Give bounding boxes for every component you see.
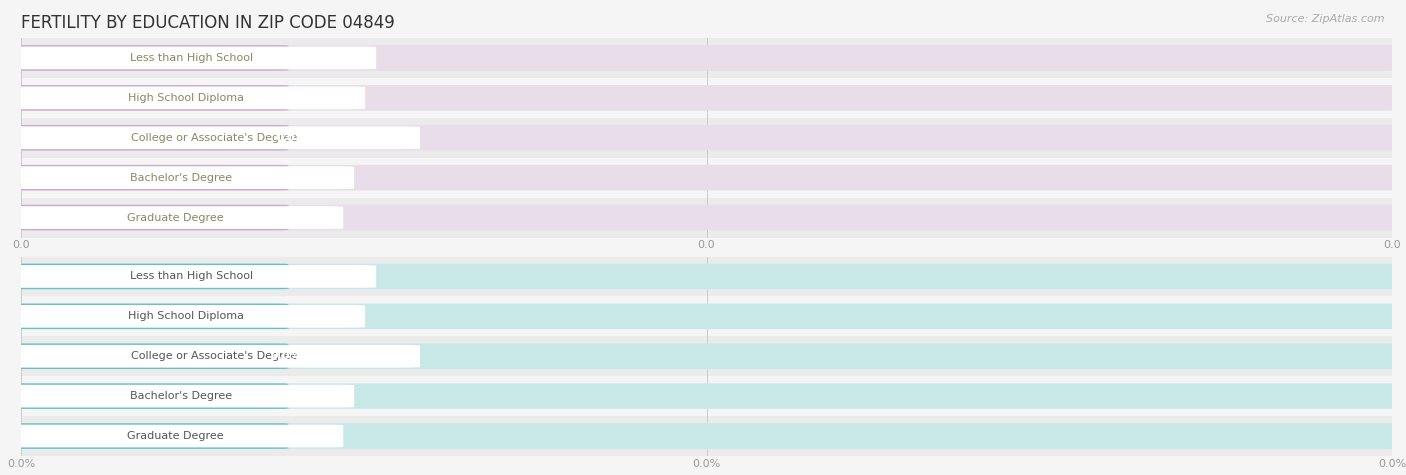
Text: High School Diploma: High School Diploma [128,93,245,103]
FancyBboxPatch shape [10,304,288,329]
FancyBboxPatch shape [7,265,377,288]
FancyBboxPatch shape [10,423,1402,449]
Bar [21,38,1392,78]
Text: Less than High School: Less than High School [131,53,253,63]
FancyBboxPatch shape [10,85,288,111]
FancyBboxPatch shape [10,125,1402,151]
Bar [21,198,1392,238]
FancyBboxPatch shape [7,305,366,328]
Text: FERTILITY BY EDUCATION IN ZIP CODE 04849: FERTILITY BY EDUCATION IN ZIP CODE 04849 [21,14,395,32]
FancyBboxPatch shape [10,165,288,190]
Text: 0.0%: 0.0% [270,311,301,322]
Text: 0.0%: 0.0% [270,351,301,361]
FancyBboxPatch shape [10,383,288,409]
Text: 0.0: 0.0 [276,212,295,223]
FancyBboxPatch shape [7,126,420,149]
Text: Bachelor's Degree: Bachelor's Degree [129,391,232,401]
FancyBboxPatch shape [10,205,1402,230]
Text: Graduate Degree: Graduate Degree [127,431,224,441]
Bar [21,78,1392,118]
Text: College or Associate's Degree: College or Associate's Degree [131,133,297,143]
FancyBboxPatch shape [10,343,288,369]
Text: 0.0%: 0.0% [270,271,301,282]
FancyBboxPatch shape [10,125,288,151]
FancyBboxPatch shape [10,343,1402,369]
Text: 0.0: 0.0 [276,53,295,63]
FancyBboxPatch shape [10,304,1402,329]
Text: 0.0: 0.0 [276,93,295,103]
Text: 0.0%: 0.0% [270,391,301,401]
Bar [21,376,1392,416]
Text: Graduate Degree: Graduate Degree [127,212,224,223]
Bar [21,118,1392,158]
Bar [21,158,1392,198]
FancyBboxPatch shape [7,86,366,109]
FancyBboxPatch shape [10,85,1402,111]
FancyBboxPatch shape [10,423,288,449]
FancyBboxPatch shape [7,345,420,368]
FancyBboxPatch shape [10,264,288,289]
FancyBboxPatch shape [10,205,288,230]
Bar [21,336,1392,376]
FancyBboxPatch shape [7,206,343,229]
FancyBboxPatch shape [7,47,377,69]
FancyBboxPatch shape [7,425,343,447]
FancyBboxPatch shape [7,166,354,189]
Text: High School Diploma: High School Diploma [128,311,245,322]
FancyBboxPatch shape [10,383,1402,409]
Text: 0.0%: 0.0% [270,431,301,441]
FancyBboxPatch shape [10,45,1402,71]
Text: Less than High School: Less than High School [131,271,253,282]
FancyBboxPatch shape [10,45,288,71]
FancyBboxPatch shape [7,385,354,408]
Text: Source: ZipAtlas.com: Source: ZipAtlas.com [1267,14,1385,24]
Bar [21,256,1392,296]
Text: 0.0: 0.0 [276,172,295,183]
FancyBboxPatch shape [10,264,1402,289]
Bar [21,416,1392,456]
Bar [21,296,1392,336]
Text: College or Associate's Degree: College or Associate's Degree [131,351,297,361]
Text: Bachelor's Degree: Bachelor's Degree [129,172,232,183]
Text: 0.0: 0.0 [276,133,295,143]
FancyBboxPatch shape [10,165,1402,190]
